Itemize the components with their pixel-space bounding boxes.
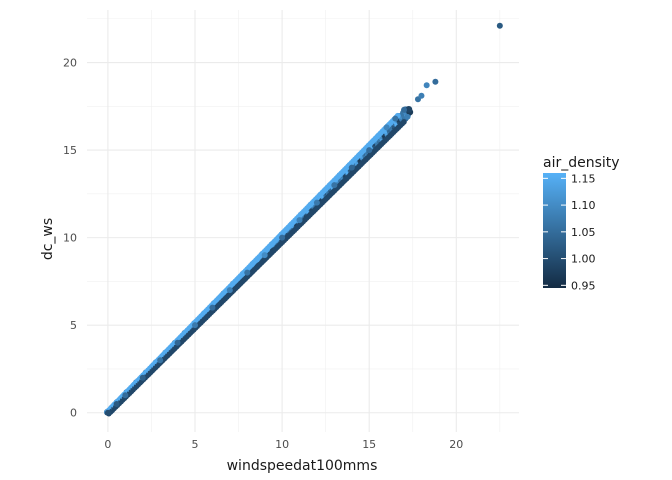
data-points xyxy=(104,22,503,416)
data-point xyxy=(139,374,146,381)
x-tick-label: 10 xyxy=(275,438,289,451)
legend-tick-label: 1.10 xyxy=(571,199,596,212)
data-point xyxy=(174,339,181,346)
legend-tick-label: 1.05 xyxy=(571,226,596,239)
legend-title: air_density xyxy=(543,155,620,171)
data-point xyxy=(366,147,373,154)
data-band xyxy=(103,105,414,417)
data-point xyxy=(113,400,120,407)
x-tick-label: 15 xyxy=(362,438,376,451)
data-point xyxy=(157,357,164,364)
data-point xyxy=(313,199,320,206)
band-point-lower xyxy=(401,119,407,125)
legend-tick-label: 1.15 xyxy=(571,172,596,185)
data-point xyxy=(244,269,251,276)
y-axis-ticks: 0 5 10 15 20 xyxy=(63,57,77,420)
data-point xyxy=(404,113,411,120)
data-point xyxy=(418,92,425,99)
data-point xyxy=(496,22,503,29)
data-point xyxy=(209,304,216,311)
band-point xyxy=(405,105,413,113)
data-point xyxy=(122,392,129,399)
data-point xyxy=(383,124,390,131)
y-axis-title: dc_ws xyxy=(40,218,56,260)
data-point xyxy=(192,322,198,329)
data-point xyxy=(279,234,286,241)
data-point xyxy=(401,106,408,113)
data-point xyxy=(392,115,399,122)
legend-tick-label: 0.95 xyxy=(571,279,596,292)
y-tick-label: 5 xyxy=(70,319,77,332)
color-legend: air_density 0.95 1.00 1.05 1.10 1.15 xyxy=(543,155,620,292)
data-point xyxy=(348,164,355,171)
y-tick-label: 0 xyxy=(70,407,77,420)
data-point xyxy=(432,78,439,85)
y-tick-label: 20 xyxy=(63,57,77,70)
legend-tick-label: 1.00 xyxy=(571,253,596,266)
data-point xyxy=(104,409,111,416)
data-point xyxy=(331,182,338,189)
data-point xyxy=(296,217,303,224)
x-axis-title: windspeedat100mms xyxy=(227,458,378,474)
y-tick-label: 10 xyxy=(63,232,77,245)
data-point xyxy=(423,82,430,89)
legend-colorbar xyxy=(543,173,566,288)
data-point xyxy=(261,252,268,259)
y-tick-label: 15 xyxy=(63,144,77,157)
x-tick-label: 0 xyxy=(104,438,111,451)
grid-lines xyxy=(87,10,519,432)
x-tick-label: 20 xyxy=(449,438,463,451)
data-point xyxy=(226,287,233,294)
x-tick-label: 5 xyxy=(192,438,199,451)
x-axis-ticks: 0 5 10 15 20 xyxy=(104,438,463,451)
